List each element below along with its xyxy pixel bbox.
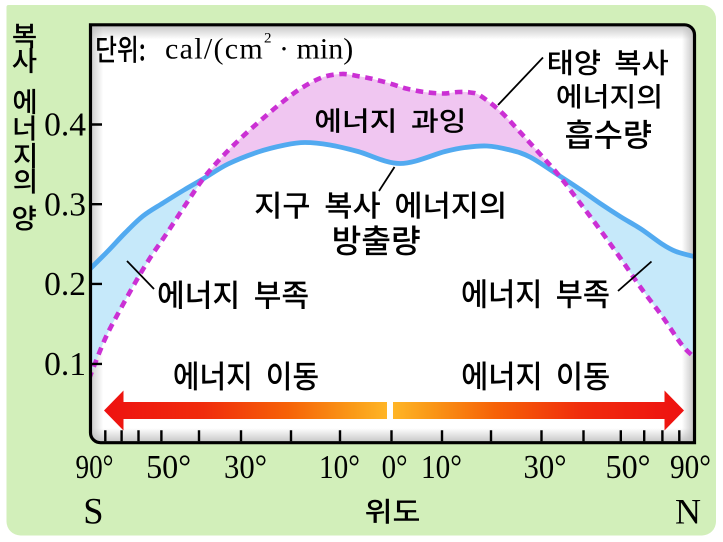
svg-text:0.1: 0.1 [44,346,86,383]
svg-text:10°: 10° [319,449,360,486]
svg-text:S: S [83,491,103,532]
svg-text:50°: 50° [146,449,191,486]
svg-text:90°: 90° [670,449,711,486]
svg-text:50°: 50° [606,449,651,486]
svg-text:N: N [675,492,701,532]
svg-text:cal/(cm2 · min): cal/(cm2 · min) [165,31,353,66]
svg-text:30°: 30° [524,449,567,486]
svg-text:10°: 10° [421,449,462,486]
svg-text:0.2: 0.2 [44,266,86,303]
svg-text:30°: 30° [224,449,267,486]
svg-text:90°: 90° [76,449,114,486]
svg-text:0.3: 0.3 [44,186,86,223]
svg-text:0°: 0° [382,449,408,486]
svg-text:0.4: 0.4 [44,107,86,144]
